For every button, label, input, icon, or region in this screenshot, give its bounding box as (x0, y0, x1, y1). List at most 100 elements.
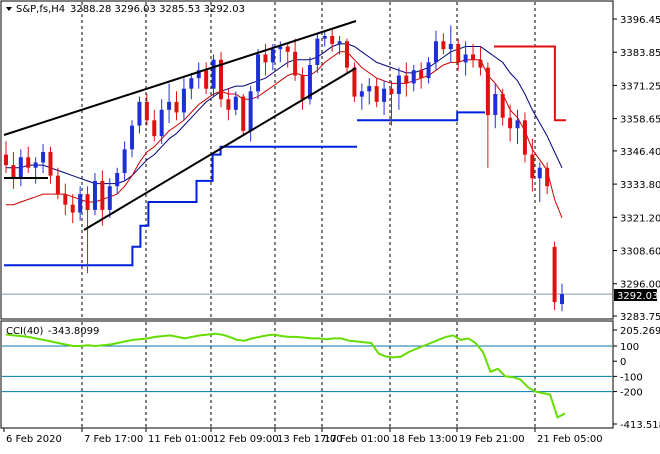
candle-body (63, 194, 68, 205)
candle-body (382, 88, 387, 102)
candle-body (352, 67, 357, 97)
candle-body (70, 204, 75, 213)
cci-tick-label: -200 (620, 388, 643, 399)
x-tick-label: 19 Feb 21:00 (459, 434, 525, 445)
ma-fast-line (6, 51, 563, 218)
candle-body (85, 194, 90, 210)
y-tick-label: 3296.00 (620, 280, 660, 291)
candle-body (515, 120, 520, 129)
candle-body (545, 167, 550, 187)
candle-body (4, 154, 8, 166)
candle-body (33, 162, 38, 168)
upper-trendline (3, 20, 357, 136)
cci-value: -343.8099 (48, 326, 99, 337)
current-price-badge (614, 289, 657, 301)
ohlc-readout: 3288.28 3296.03 3285.53 3292.03 (70, 4, 245, 15)
y-tick-label: 3396.45 (620, 15, 660, 26)
candle-body (307, 64, 312, 100)
candle-body (456, 43, 461, 63)
candle-body (530, 154, 535, 179)
moving-average-layer (6, 43, 563, 218)
candle-body (159, 109, 164, 137)
candle-body (337, 41, 342, 44)
candle-body (500, 93, 505, 118)
candle-body (181, 88, 186, 113)
candle-body (493, 93, 498, 116)
candle-body (478, 59, 483, 68)
candle-body (433, 41, 438, 63)
candle-body (411, 70, 416, 84)
y-tick-label: 3283.75 (620, 312, 660, 323)
candle-body (263, 54, 268, 63)
cci-tick-label: 0 (620, 357, 626, 368)
candle-body (322, 35, 327, 39)
candle-body (345, 41, 350, 68)
candle-body (137, 101, 142, 126)
candle-body (508, 117, 513, 129)
cci-label: CCI(40) (6, 326, 44, 337)
candles-layer (4, 25, 564, 312)
x-tick-label: 17 Feb 01:00 (324, 434, 390, 445)
cci-tick-label: -413.5184 (620, 420, 660, 431)
candle-body (100, 180, 105, 210)
candle-body (471, 54, 476, 60)
main-panel-frame (0, 0, 614, 320)
x-tick-label: 12 Feb 09:00 (213, 434, 279, 445)
candle-body (18, 157, 23, 179)
candle-body (226, 99, 231, 110)
x-tick-label: 6 Feb 2020 (6, 434, 62, 445)
candle-body (26, 157, 31, 168)
candle-body (315, 38, 320, 65)
candle-body (448, 43, 453, 50)
candle-body (389, 88, 394, 94)
trendlines-layer (3, 20, 357, 231)
x-tick-label: 21 Feb 05:00 (537, 434, 603, 445)
support-step-line (4, 145, 357, 267)
step-lines-layer (4, 45, 566, 267)
cci-tick-label: 100 (620, 342, 639, 353)
candle-body (144, 101, 149, 121)
candle-body (560, 294, 564, 305)
candle-body (359, 91, 364, 97)
candle-body (293, 51, 298, 76)
candle-body (218, 59, 223, 100)
candle-body (248, 91, 253, 131)
candle-body (122, 149, 127, 174)
candle-body (115, 173, 120, 187)
candle-body (278, 46, 283, 50)
candle-body (174, 101, 179, 113)
candle-body (522, 120, 527, 155)
cci-tick-label: 205.269 (620, 326, 660, 337)
candle-body (107, 186, 112, 210)
y-tick-label: 3371.25 (620, 81, 660, 92)
candle-body (396, 75, 401, 94)
y-tick-label: 3383.85 (620, 48, 660, 59)
candle-body (463, 54, 468, 63)
x-tick-label: 7 Feb 17:00 (84, 434, 143, 445)
candle-body (404, 75, 409, 84)
y-tick-label: 3333.80 (620, 180, 660, 191)
cci-line (5, 332, 566, 419)
candle-body (300, 75, 305, 100)
candle-body (204, 70, 209, 89)
candle-body (419, 70, 424, 79)
y-tick-label: 3358.65 (620, 115, 660, 126)
candle-body (285, 46, 290, 52)
candle-body (485, 67, 490, 116)
y-tick-label: 3321.20 (620, 213, 660, 224)
grid-lines (2, 2, 612, 427)
candle-body (211, 59, 216, 89)
current-price-label: 3292.03 (617, 291, 658, 302)
dropdown-arrow-icon[interactable] (6, 7, 12, 11)
candle-body (78, 194, 83, 213)
resistance-step-line (494, 45, 566, 122)
cci-tick-label: -100 (620, 372, 643, 383)
x-tick-label: 11 Feb 01:00 (148, 434, 214, 445)
candle-body (233, 96, 238, 110)
cci-layer: 205.269 100 0 -100 -200 -413.5184 (2, 326, 660, 431)
candle-body (241, 96, 246, 131)
candle-body (41, 151, 46, 163)
